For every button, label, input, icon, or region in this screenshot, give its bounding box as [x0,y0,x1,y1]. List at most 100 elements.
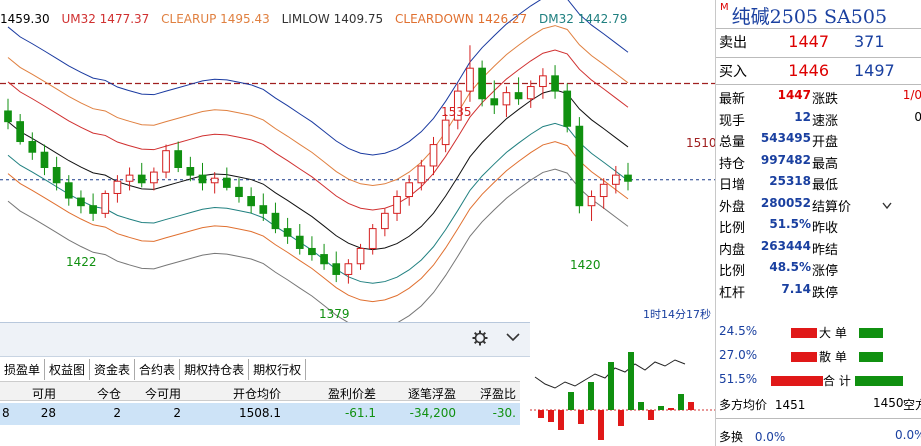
candle-body [514,92,523,100]
candle-body [344,263,353,275]
candle-body [77,197,85,207]
column-header[interactable]: 可用 [31,387,56,401]
mid-line [7,89,629,251]
candle-body [28,141,37,153]
flow-sell-bar [771,376,823,386]
avg-price-row: 多方均价 1451 1450 空方 [719,396,921,413]
candle-body [198,174,207,184]
table-row[interactable]: 8 28 2 2 1508.1 -61.1 -34,200 -30. [0,403,520,425]
quote-row-value: 280052 [760,195,811,210]
mini-flow-chart [530,322,715,446]
candle-body [624,174,632,182]
quote-row-label: 内盘 [719,242,746,258]
quote-row: 最新 1447 涨跌 1/0 [716,88,921,108]
mini-flow-bar [588,382,594,410]
candle-body [320,254,328,265]
column-header[interactable]: 浮盈比 [479,387,516,401]
candle-body [502,92,511,106]
candle-body [441,119,450,146]
quote-row-label: 比例 [719,264,746,279]
candle-body [599,183,608,198]
order-flow-panel: 24.5% 大 单 27.0% 散 单 51.5% 合 计 多方均价 1451 1450 … [715,322,921,446]
positions-toolbar [0,323,530,357]
column-header[interactable]: 今可用 [144,387,181,401]
table-cell: 28 [40,406,56,420]
buy-row[interactable]: 买入 1446 1497 [716,61,921,81]
positions-tab[interactable]: 损盈单 [0,359,46,380]
quote-row: 现手 12 速涨 0 [716,110,921,130]
column-header[interactable]: 今仓 [96,387,121,401]
candle-body [162,150,170,173]
quote-row: 内盘 263444 昨结 [716,239,921,259]
mini-flow-svg [530,352,715,440]
quote-row: 比例 51.5% 昨收 [716,217,921,237]
mini-flow-bar [668,408,674,410]
quote-row-value: 51.5% [769,217,811,231]
candle-body [466,67,474,92]
positions-tab[interactable]: 资金表 [90,359,136,380]
candle-body [490,98,499,106]
quote-row-label-2: 结算价 [812,199,852,215]
quote-row: 持仓 997482 最高 [716,153,921,173]
column-header[interactable]: 盈利价差 [327,387,376,401]
sell-label: 卖出 [719,35,747,51]
quote-row-value-2: 0 [914,109,921,124]
quote-row-label: 持仓 [719,156,746,172]
quote-row-label-2: 涨停 [812,264,839,279]
contract-title: M 纯碱2505 SA505 [720,2,887,29]
divider [716,84,921,85]
candle-body [222,177,231,188]
avg-short-value: 1450 [873,396,904,410]
dropdown-chevron-icon[interactable] [882,202,892,210]
swap-label: 多换 [719,430,744,444]
avg-short-label: 空方 [903,398,921,412]
flow-row: 51.5% 合 计 [719,372,919,392]
market-code: M [720,2,729,13]
quote-row: 比例 48.5% 涨停 [716,260,921,280]
settings-gear-icon[interactable] [472,330,488,346]
buy-volume: 1497 [854,61,895,80]
positions-tab[interactable]: 合约表 [135,359,181,380]
candle-body [368,228,377,249]
quote-row: 日增 25318 最低 [716,174,921,194]
flow-buy-bar [859,328,883,338]
kline-chart[interactable]: 1459.30 UM32 1477.37 CLEARUP 1495.43 LIM… [0,0,717,330]
quote-row-value: 12 [794,109,811,124]
um32-line [7,49,629,211]
sell-volume: 371 [854,32,885,51]
flow-percent: 27.0% [719,348,758,362]
column-header[interactable]: 逐笔浮盈 [407,387,456,401]
collapse-chevron-icon[interactable] [506,332,520,342]
quote-row-value: 25318 [769,174,811,188]
legend-clearup: CLEARUP 1495.43 [161,12,270,26]
column-header[interactable]: 开仓均价 [232,387,281,401]
quote-panel: M 纯碱2505 SA505 卖出 1447 371 买入 1446 1497 最… [715,0,921,322]
candle-body [40,151,49,169]
quote-row-label-2: 开盘 [812,135,839,150]
candle-body [186,167,195,176]
candle-body [308,247,316,256]
flow-label: 合 计 [823,374,851,388]
sell-row[interactable]: 卖出 1447 371 [716,32,921,52]
table-cell: 2 [173,406,181,420]
divider [716,57,921,58]
quote-row-label: 比例 [719,221,746,236]
mini-flow-bar [678,394,684,410]
positions-tab[interactable]: 权益图 [45,359,91,380]
positions-tab[interactable]: 期权行权 [249,359,307,380]
candle-body [210,177,219,184]
candle-body [16,121,24,143]
positions-tab[interactable]: 期权持仓表 [180,359,250,380]
swap-value-2: 0.0% [895,428,921,442]
quote-row-label: 外盘 [719,199,746,215]
sell-price: 1447 [788,32,829,51]
candle-body [405,182,414,198]
positions-table-header: 可用 今仓 今可用 开仓均价 盈利价差 逐笔浮盈 浮盈比 [0,381,520,401]
positions-tabs: 损盈单 权益图 资金表 合约表 期权持仓表 期权行权 [0,359,307,380]
candle-body [478,67,486,100]
quote-row-label-2: 跌停 [812,285,839,301]
candle-body [526,86,535,100]
candle-body [259,205,268,214]
ref-line-label: 1510 [686,136,717,150]
